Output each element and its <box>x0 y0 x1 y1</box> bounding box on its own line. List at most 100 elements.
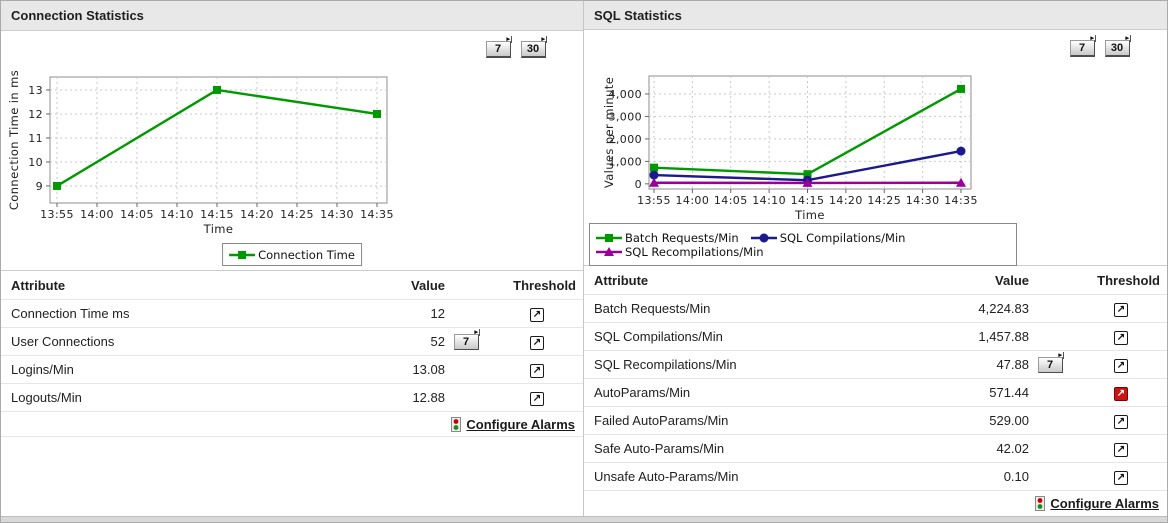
legend-label: Batch Requests/Min <box>625 230 739 245</box>
legend-triangle-marker-icon <box>596 246 622 256</box>
panel-title: Connection Statistics <box>11 8 144 23</box>
attribute-value: 0.10 <box>1003 469 1029 484</box>
threshold-icon[interactable]: ↗ <box>1114 471 1128 485</box>
svg-text:14:10: 14:10 <box>160 208 194 221</box>
history-7-days-button[interactable]: 7 ▸ <box>1038 352 1064 374</box>
threshold-icon[interactable]: ↗ <box>1114 443 1128 457</box>
svg-text:14:00: 14:00 <box>676 194 710 207</box>
threshold-icon[interactable]: ↗ <box>1114 331 1128 345</box>
sql-chart-legend: Batch Requests/Min SQL Compilations/Min SQ… <box>589 223 1017 267</box>
threshold-alert-icon[interactable]: ↗ <box>1114 387 1128 401</box>
range-30-label: 30 <box>526 42 540 55</box>
range-7-days-button[interactable]: 7 ▸ <box>1070 35 1096 58</box>
svg-text:Values per minute: Values per minute <box>602 77 616 188</box>
threshold-column-header: Threshold <box>513 277 576 293</box>
attribute-column-header: Attribute <box>11 277 66 293</box>
calendar-flip-icon: ▸ <box>1058 352 1064 360</box>
threshold-icon[interactable]: ↗ <box>1114 303 1128 317</box>
traffic-light-icon <box>451 416 462 432</box>
table-row: Safe Auto-Params/Min 42.02 ↗ <box>584 435 1167 463</box>
attribute-value: 529.00 <box>989 413 1029 428</box>
attribute-value: 13.08 <box>412 362 445 377</box>
svg-text:4,000: 4,000 <box>609 88 643 101</box>
threshold-icon[interactable]: ↗ <box>530 392 544 406</box>
attribute-label: Safe Auto-Params/Min <box>594 441 725 456</box>
table-row: Batch Requests/Min 4,224.83 ↗ <box>584 295 1167 323</box>
svg-text:12: 12 <box>28 108 43 121</box>
range-7-label: 7 <box>494 42 502 55</box>
svg-text:2,000: 2,000 <box>609 133 643 146</box>
table-row: Connection Time ms 12 ↗ <box>1 300 583 328</box>
history-7-label: 7 <box>462 335 470 348</box>
value-column-header: Value <box>995 272 1029 288</box>
configure-alarms-row: Configure Alarms <box>584 491 1167 516</box>
calendar-flip-icon: ▸ <box>506 36 512 43</box>
svg-text:Connection Time in ms: Connection Time in ms <box>7 70 21 210</box>
range-7-label: 7 <box>1078 41 1086 54</box>
legend-square-marker-icon <box>229 250 256 259</box>
legend-circle-marker-icon <box>750 233 777 243</box>
attribute-label: User Connections <box>11 334 115 349</box>
sql-statistics-chart: 0 1,000 2,000 3,000 4,000 13:55 14:00 14:05 14:1… <box>602 75 978 222</box>
svg-text:14:20: 14:20 <box>240 208 274 221</box>
table-row: SQL Recompilations/Min 47.88 7 ▸ ↗ <box>584 351 1167 379</box>
svg-text:14:20: 14:20 <box>829 194 863 207</box>
svg-text:1,000: 1,000 <box>609 156 643 169</box>
svg-text:0: 0 <box>635 178 642 191</box>
svg-text:14:15: 14:15 <box>200 208 234 221</box>
table-row: Logouts/Min 12.88 ↗ <box>1 384 583 412</box>
range-7-days-button[interactable]: 7 ▸ <box>486 36 512 58</box>
table-row: Failed AutoParams/Min 529.00 ↗ <box>584 407 1167 435</box>
legend-item: Batch Requests/Min <box>596 231 739 245</box>
history-7-days-button[interactable]: 7 ▸ <box>454 329 480 351</box>
configure-alarms-link[interactable]: Configure Alarms <box>1050 496 1159 511</box>
attribute-value: 4,224.83 <box>978 301 1029 316</box>
calendar-flip-icon: ▸ <box>541 36 547 43</box>
threshold-icon[interactable]: ↗ <box>530 336 544 350</box>
attribute-label: Batch Requests/Min <box>594 301 711 316</box>
range-30-days-button[interactable]: 30 ▸ <box>1105 35 1131 58</box>
calendar-flip-icon: ▸ <box>474 329 480 337</box>
configure-alarms-row: Configure Alarms <box>1 412 583 437</box>
attribute-label: AutoParams/Min <box>594 385 691 400</box>
svg-text:11: 11 <box>28 132 43 145</box>
threshold-icon[interactable]: ↗ <box>1114 415 1128 429</box>
legend-label: Connection Time <box>258 247 355 262</box>
connection-time-chart: 9 10 11 12 13 13:55 14:00 14:05 14:10 14:15 14:20 1… <box>7 70 394 236</box>
attribute-value: 42.02 <box>996 441 1029 456</box>
history-7-label: 7 <box>1046 358 1054 371</box>
svg-text:14:35: 14:35 <box>360 208 394 221</box>
svg-text:Time: Time <box>794 208 825 222</box>
attribute-label: Failed AutoParams/Min <box>594 413 729 428</box>
range-30-days-button[interactable]: 30 ▸ <box>521 36 547 58</box>
threshold-column-header: Threshold <box>1097 272 1160 288</box>
attribute-label: Logouts/Min <box>11 390 82 405</box>
attribute-label: SQL Compilations/Min <box>594 329 723 344</box>
panel-header: SQL Statistics <box>584 1 1167 31</box>
threshold-icon[interactable]: ↗ <box>530 308 544 322</box>
panel-header: Connection Statistics <box>1 1 583 31</box>
svg-text:13: 13 <box>28 84 43 97</box>
attribute-value: 12 <box>430 306 445 321</box>
svg-text:14:10: 14:10 <box>752 194 786 207</box>
attribute-label: Logins/Min <box>11 362 74 377</box>
legend-item: SQL Compilations/Min <box>750 230 906 245</box>
legend-label: SQL Recompilations/Min <box>625 244 764 259</box>
threshold-icon[interactable]: ↗ <box>1114 359 1128 373</box>
connection-chart-legend: Connection Time <box>222 243 362 266</box>
svg-text:10: 10 <box>28 156 43 169</box>
table-row: Unsafe Auto-Params/Min 0.10 ↗ <box>584 463 1167 491</box>
connection-chart-zone: 7 ▸ 30 ▸ 9 10 11 12 13 13:55 14:00 14:05 14:10 14:1… <box>1 31 583 271</box>
svg-text:9: 9 <box>36 180 43 193</box>
svg-text:14:25: 14:25 <box>280 208 314 221</box>
svg-text:14:35: 14:35 <box>944 194 978 207</box>
panel-title: SQL Statistics <box>594 7 682 23</box>
table-row: User Connections 52 7 ▸ ↗ <box>1 328 583 356</box>
legend-item: SQL Recompilations/Min <box>596 245 764 259</box>
attribute-label: Connection Time ms <box>11 306 130 321</box>
connection-attributes-table: Attribute Value Threshold Connection Tim… <box>1 271 583 412</box>
threshold-icon[interactable]: ↗ <box>530 364 544 378</box>
legend-label: SQL Compilations/Min <box>779 230 906 245</box>
spacer <box>1 437 583 516</box>
configure-alarms-link[interactable]: Configure Alarms <box>466 416 575 432</box>
